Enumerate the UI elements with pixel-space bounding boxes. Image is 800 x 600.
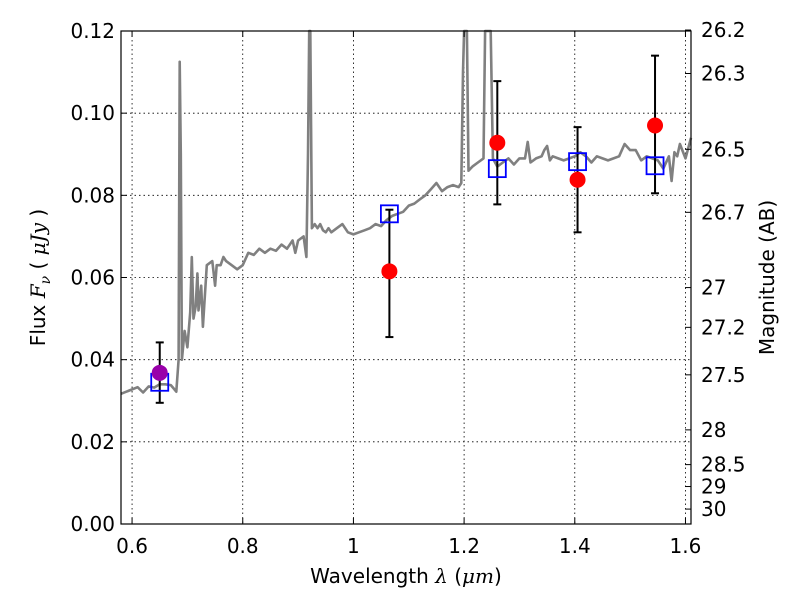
y2-tick-label: 29	[701, 475, 726, 499]
y2-tick-label: 30	[701, 497, 726, 521]
x-axis-label-unit: μm	[462, 564, 494, 588]
x-axis-ticks: 0.6 0.8 1 1.2 1.4 1.6	[116, 31, 701, 558]
x-tick-label: 0.6	[116, 534, 148, 558]
y2-tick-label: 27.2	[701, 315, 746, 339]
observed-point	[569, 171, 586, 188]
synthetic-square-marker	[487, 159, 507, 179]
x-axis-label-symbol: λ	[434, 564, 448, 588]
y-tick-label: 0.12	[70, 19, 115, 43]
x-tick-label: 1.4	[559, 534, 591, 558]
y2-tick-label: 26.7	[701, 200, 746, 224]
y2-tick-label: 28	[701, 418, 726, 442]
y-axis-label-symbol: F	[26, 283, 50, 299]
y2-tick-label: 28.5	[701, 453, 746, 477]
synthetic-square-marker	[568, 152, 587, 172]
y2-tick-label: 27.5	[701, 363, 746, 387]
y2-axis-label: Magnitude (AB)	[755, 200, 779, 355]
y-axis-label-close: )	[26, 209, 50, 223]
y2-tick-label: 26.2	[701, 18, 746, 42]
y-tick-label: 0.10	[70, 101, 115, 125]
y-axis-label-open: (	[26, 255, 50, 276]
y-axis-label-subscript: ν	[38, 275, 54, 284]
y-tick-label: 0.00	[70, 512, 115, 536]
error-bars	[155, 54, 660, 404]
synthetic-square-marker	[645, 156, 665, 176]
y-tick-label: 0.08	[70, 183, 115, 207]
model-spectrum	[120, 29, 693, 396]
y-axis-ticks: 0.00 0.02 0.04 0.06 0.08 0.10 0.12	[70, 19, 127, 536]
y-axis-label-unit: μJy	[26, 222, 50, 255]
x-tick-label: 1.2	[448, 534, 480, 558]
observed-photometry	[151, 117, 664, 381]
y-tick-label: 0.06	[70, 266, 115, 290]
x-tick-label: 0.8	[227, 534, 259, 558]
y-tick-label: 0.04	[70, 348, 115, 372]
y-tick-label: 0.02	[70, 430, 115, 454]
observed-point	[489, 134, 506, 151]
y-axis-label-prefix: Flux	[26, 298, 50, 346]
x-axis-label-open: (	[448, 564, 462, 588]
synthetic-photometry	[150, 152, 665, 392]
model-spectrum-line	[120, 29, 693, 396]
synthetic-square-marker	[379, 204, 399, 224]
x-axis-label-close: )	[494, 564, 502, 588]
observed-point	[151, 364, 168, 381]
x-tick-label: 1.6	[670, 534, 702, 558]
y2-tick-label: 27	[701, 276, 726, 300]
x-tick-label: 1	[347, 534, 360, 558]
y2-tick-label: 26.3	[701, 62, 746, 86]
y2-tick-label: 26.5	[701, 137, 746, 161]
observed-point	[381, 263, 398, 280]
y-axis-label: Flux Fν ( μJy )	[26, 209, 54, 346]
observed-point	[647, 117, 664, 134]
x-axis-label: Wavelength λ (μm)	[310, 564, 502, 588]
x-axis-label-prefix: Wavelength	[310, 564, 435, 588]
